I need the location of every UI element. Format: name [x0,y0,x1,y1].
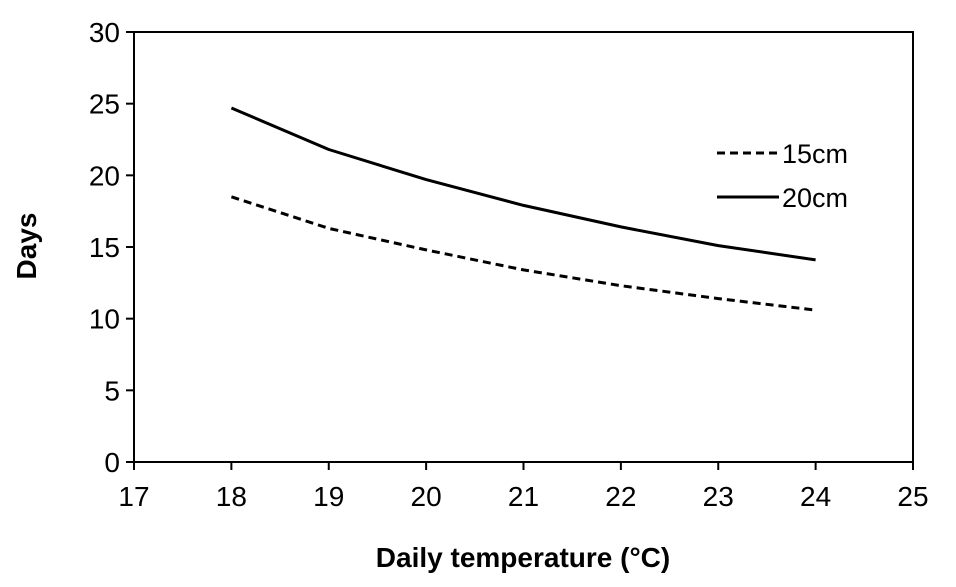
x-tick-label: 22 [605,481,636,512]
x-tick-label: 20 [411,481,442,512]
y-tick-label: 5 [104,375,120,406]
x-axis-ticks: 17 18 19 20 21 22 23 24 25 [118,462,929,512]
y-tick-label: 15 [89,232,120,263]
x-tick-label: 23 [703,481,734,512]
legend-label: 15cm [782,139,848,169]
x-tick-label: 19 [313,481,344,512]
y-axis-title: Days [11,213,42,280]
y-tick-label: 10 [89,304,120,335]
y-tick-label: 25 [89,89,120,120]
x-axis-title: Daily temperature (°C) [376,542,670,573]
y-tick-label: 0 [104,447,120,478]
x-tick-label: 21 [508,481,539,512]
x-tick-label: 18 [216,481,247,512]
legend: 15cm 20cm [717,139,848,213]
y-axis-ticks: 0 5 10 15 20 25 30 [89,17,134,478]
y-tick-label: 20 [89,160,120,191]
y-tick-label: 30 [89,17,120,48]
series-layer [230,106,816,312]
x-tick-label: 24 [800,481,831,512]
series-line-20cm [230,106,816,262]
x-tick-label: 17 [118,481,149,512]
plot-frame [133,31,914,463]
legend-label: 20cm [782,183,848,213]
series-line-15cm [230,195,816,312]
x-tick-label: 25 [897,481,928,512]
